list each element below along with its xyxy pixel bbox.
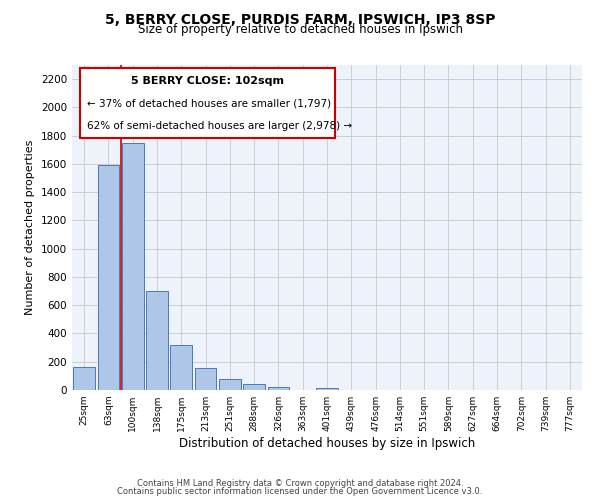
Bar <box>73 368 95 390</box>
Bar <box>268 387 289 390</box>
FancyBboxPatch shape <box>80 68 335 138</box>
Bar <box>219 378 241 390</box>
Bar <box>194 368 217 390</box>
Text: 62% of semi-detached houses are larger (2,978) →: 62% of semi-detached houses are larger (… <box>88 120 352 130</box>
Bar <box>316 388 338 390</box>
Bar <box>170 346 192 390</box>
Text: Contains public sector information licensed under the Open Government Licence v3: Contains public sector information licen… <box>118 487 482 496</box>
Bar <box>243 384 265 390</box>
Text: Contains HM Land Registry data © Crown copyright and database right 2024.: Contains HM Land Registry data © Crown c… <box>137 478 463 488</box>
Y-axis label: Number of detached properties: Number of detached properties <box>25 140 35 315</box>
Bar <box>146 291 168 390</box>
Text: Size of property relative to detached houses in Ipswich: Size of property relative to detached ho… <box>137 22 463 36</box>
Text: ← 37% of detached houses are smaller (1,797): ← 37% of detached houses are smaller (1,… <box>88 98 331 108</box>
Text: 5 BERRY CLOSE: 102sqm: 5 BERRY CLOSE: 102sqm <box>131 76 284 86</box>
X-axis label: Distribution of detached houses by size in Ipswich: Distribution of detached houses by size … <box>179 437 475 450</box>
Bar <box>122 142 143 390</box>
Text: 5, BERRY CLOSE, PURDIS FARM, IPSWICH, IP3 8SP: 5, BERRY CLOSE, PURDIS FARM, IPSWICH, IP… <box>105 12 495 26</box>
Bar <box>97 166 119 390</box>
